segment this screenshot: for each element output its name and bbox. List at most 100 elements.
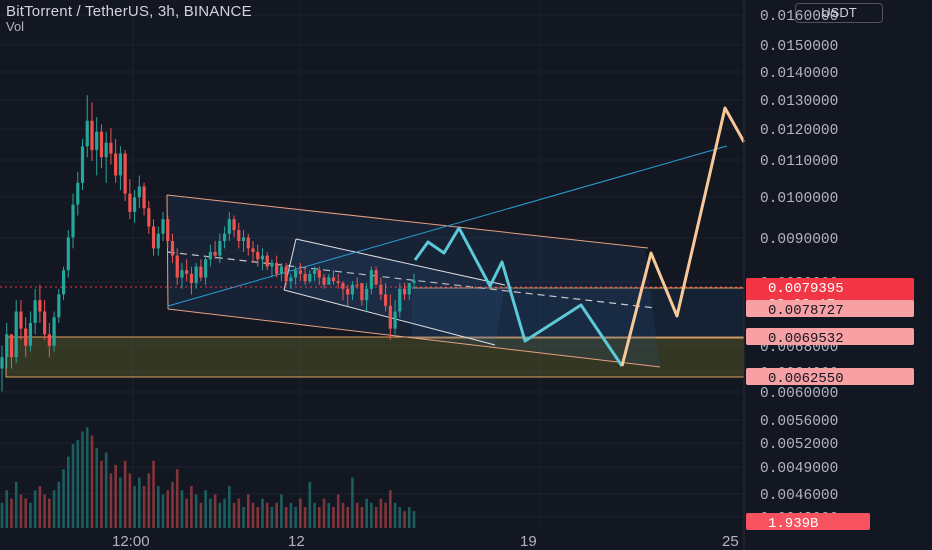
candle bbox=[246, 233, 250, 256]
candle bbox=[19, 300, 23, 341]
volume-bar bbox=[374, 507, 378, 528]
volume-bar bbox=[209, 498, 212, 528]
candle bbox=[9, 334, 14, 369]
candle-body bbox=[407, 283, 411, 295]
volume-bar bbox=[90, 435, 94, 528]
price-tick-label: 0.0150000 bbox=[760, 39, 838, 55]
candle-body bbox=[38, 300, 42, 312]
candle-body bbox=[123, 153, 127, 194]
candle-body bbox=[369, 270, 373, 289]
candle-body bbox=[24, 328, 28, 346]
price-tick-label: 0.0140000 bbox=[760, 66, 838, 82]
inner-channel-upper bbox=[295, 238, 506, 286]
candle-body bbox=[393, 311, 397, 329]
volume-bar bbox=[327, 502, 331, 528]
volume-bar bbox=[317, 507, 321, 528]
volume-bar bbox=[242, 507, 245, 528]
candle bbox=[85, 95, 89, 158]
candle-body bbox=[142, 186, 146, 209]
candle bbox=[312, 266, 317, 282]
candle bbox=[33, 288, 37, 335]
level-tag-bg bbox=[746, 300, 914, 317]
inner-channel bbox=[284, 239, 505, 345]
candle-body bbox=[43, 311, 47, 335]
candle-body bbox=[317, 270, 321, 278]
volume-bar bbox=[246, 494, 250, 528]
candle-body bbox=[208, 251, 212, 260]
candle-body bbox=[52, 317, 56, 346]
candle-body bbox=[104, 142, 108, 158]
candle-body bbox=[57, 294, 61, 318]
volume-bar bbox=[284, 507, 288, 528]
volume-bar bbox=[341, 502, 345, 528]
volume-bar bbox=[398, 507, 402, 528]
candle bbox=[398, 283, 402, 318]
candle-body bbox=[355, 284, 359, 286]
candle bbox=[218, 233, 222, 263]
volume-bar bbox=[407, 507, 411, 528]
volume-bar bbox=[360, 507, 364, 528]
volume-bar bbox=[194, 494, 198, 528]
currency-selector[interactable]: USDT bbox=[795, 3, 883, 23]
candle bbox=[104, 131, 108, 183]
volume-bar bbox=[218, 502, 222, 528]
candle-body bbox=[265, 255, 269, 267]
candle-body bbox=[147, 208, 151, 227]
volume-bar bbox=[29, 502, 32, 528]
volume-bar bbox=[109, 473, 113, 528]
candle bbox=[284, 262, 288, 285]
price-tick-label: 0.0130000 bbox=[760, 94, 838, 110]
candle bbox=[265, 251, 269, 271]
candle-body bbox=[331, 277, 336, 282]
volume-bars bbox=[0, 427, 416, 528]
candle-body bbox=[350, 284, 355, 295]
candle-body bbox=[66, 237, 70, 271]
candle-body bbox=[175, 255, 179, 278]
volume-bar bbox=[204, 490, 207, 528]
candlesticks bbox=[0, 95, 416, 392]
price-axis[interactable]: 0.0160000 0.0150000 0.0140000 0.0130000 0.01… bbox=[743, 0, 838, 550]
volume-bar bbox=[280, 494, 283, 528]
level-tag-label: 0.0069532 bbox=[768, 331, 844, 347]
volume-bar bbox=[270, 507, 274, 528]
level-tag-bg bbox=[746, 368, 914, 385]
candle-body bbox=[308, 273, 312, 282]
volume-bar bbox=[48, 498, 51, 528]
volume-bar bbox=[123, 460, 127, 528]
volume-bar bbox=[180, 490, 184, 528]
volume-bar bbox=[351, 477, 354, 528]
candle bbox=[137, 175, 141, 209]
volume-bar bbox=[0, 502, 4, 528]
candle-body bbox=[199, 266, 203, 278]
volume-bar bbox=[57, 481, 61, 528]
projection-path-cyan bbox=[413, 226, 624, 367]
candle bbox=[166, 215, 170, 249]
candle-body bbox=[156, 233, 160, 249]
time-axis[interactable]: 12:00 12 19 25 bbox=[112, 533, 739, 550]
candle-body bbox=[256, 251, 260, 260]
level-tag-label: 0.0078727 bbox=[768, 303, 844, 319]
candle bbox=[99, 124, 104, 169]
volume-bar bbox=[52, 490, 56, 528]
candle-body bbox=[99, 131, 104, 158]
volume-bar bbox=[128, 473, 132, 528]
volume-bar bbox=[403, 511, 406, 528]
volume-bar bbox=[256, 507, 260, 528]
candle bbox=[142, 182, 146, 216]
candle bbox=[147, 200, 151, 234]
candle bbox=[57, 288, 61, 323]
candle bbox=[388, 294, 392, 341]
candle bbox=[241, 230, 246, 252]
volume-bar bbox=[171, 481, 174, 528]
channel-left bbox=[166, 194, 169, 310]
candle bbox=[270, 259, 274, 278]
range-box bbox=[412, 288, 744, 338]
candle-body bbox=[114, 153, 118, 176]
price-tick-label: 0.0052000 bbox=[760, 437, 838, 453]
drawing-zones bbox=[0, 145, 745, 378]
candle bbox=[199, 259, 203, 282]
candle-body bbox=[151, 226, 156, 249]
volume-bar bbox=[166, 490, 170, 528]
candle bbox=[28, 311, 33, 352]
